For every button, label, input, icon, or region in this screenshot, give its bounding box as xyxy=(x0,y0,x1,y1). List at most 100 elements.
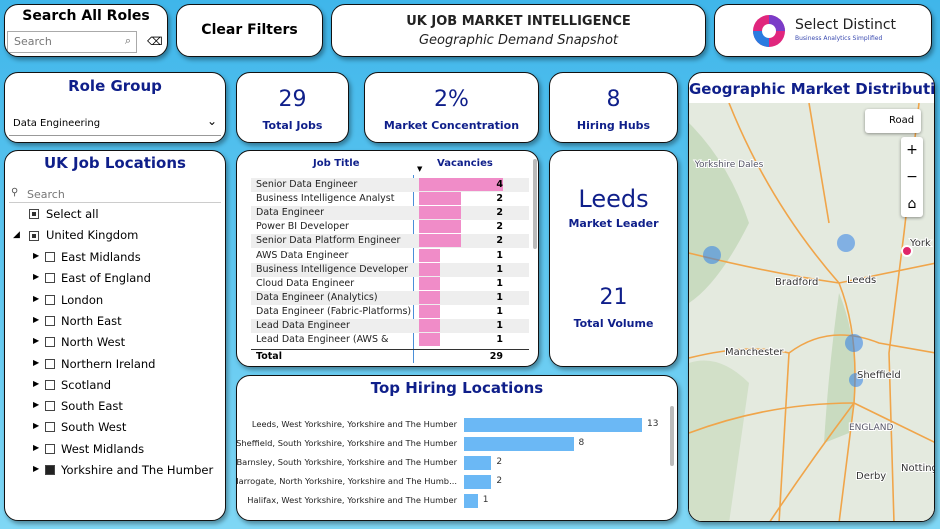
checkbox[interactable] xyxy=(45,252,55,262)
search-box[interactable]: Search ⌕ xyxy=(7,31,137,53)
location-value: 1 xyxy=(482,495,489,505)
expand-arrow[interactable]: ▶ xyxy=(33,464,40,473)
location-label: Sheffield, South Yorkshire, Yorkshire an… xyxy=(236,438,457,448)
kpi-card: 8 Hiring Hubs xyxy=(549,72,678,143)
checkbox-partial[interactable] xyxy=(29,209,39,219)
job-title[interactable]: Power BI Developer xyxy=(256,221,349,233)
checkbox-partial[interactable] xyxy=(29,231,39,241)
row-stripe xyxy=(251,262,529,277)
kpi-value: 2% xyxy=(434,87,469,112)
expand-arrow[interactable]: ▶ xyxy=(33,400,40,410)
job-title[interactable]: Business Intelligence Analyst xyxy=(256,193,395,205)
vacancy-value: 1 xyxy=(496,249,503,261)
locations-panel: UK Job Locations ⚲ Search Select all ◢ U… xyxy=(4,150,226,521)
vacancy-value: 1 xyxy=(496,277,503,289)
place-label: Bradford xyxy=(775,277,818,288)
checkbox[interactable] xyxy=(45,273,55,284)
select-all[interactable]: Select all xyxy=(46,207,99,221)
country[interactable]: United Kingdom xyxy=(46,228,139,242)
checkbox[interactable] xyxy=(45,401,55,412)
expand-arrow[interactable]: ▶ xyxy=(33,442,40,452)
job-title[interactable]: Business Intelligence Developer xyxy=(256,263,409,275)
expand-arrow[interactable]: ▶ xyxy=(33,336,40,346)
expand-arrow[interactable]: ◢ xyxy=(13,230,20,240)
checkbox[interactable] xyxy=(45,465,55,475)
location-value: 2 xyxy=(496,457,503,467)
job-title[interactable]: Cloud Data Engineer xyxy=(256,277,355,289)
job-title[interactable]: Senior Data Engineer xyxy=(256,179,358,190)
expand-arrow[interactable]: ▶ xyxy=(33,314,40,324)
search-placeholder: Search xyxy=(14,35,52,48)
region[interactable]: East Midlands xyxy=(61,250,141,264)
job-title[interactable]: Data Engineer (Analytics) xyxy=(256,291,378,303)
job-title[interactable]: AWS Data Engineer xyxy=(256,249,349,261)
scrollbar[interactable] xyxy=(670,406,674,466)
job-title[interactable]: Data Engineer (Fabric-Platforms) xyxy=(256,305,412,317)
vacancy-value: 2 xyxy=(496,235,503,247)
zoom-controls[interactable]: + − ⌂ xyxy=(901,137,923,217)
map[interactable]: MiddlesbroughYorkshire DalesYorkLeedsBra… xyxy=(689,103,935,522)
place-label: Sheffield xyxy=(857,370,901,381)
job-title[interactable]: Lead Data Engineer xyxy=(256,320,350,331)
expand-arrow[interactable]: ▶ xyxy=(33,378,40,388)
expand-arrow[interactable]: ▶ xyxy=(33,421,40,431)
road-label: Road xyxy=(889,115,915,126)
job-title[interactable]: Data Engineer xyxy=(256,207,325,219)
search-icon: ⚲ xyxy=(11,187,19,198)
region[interactable]: Scotland xyxy=(61,377,111,392)
checkbox[interactable] xyxy=(45,379,55,390)
vacancy-bar xyxy=(419,178,503,191)
region[interactable]: London xyxy=(61,292,104,307)
expand-arrow[interactable]: ▶ xyxy=(33,357,40,367)
location-bar[interactable] xyxy=(464,418,642,432)
sort-arrow[interactable]: ▼ xyxy=(417,165,423,173)
title-panel: UK JOB MARKET INTELLIGENCE Geographic De… xyxy=(331,4,706,57)
place-label: Nottingham xyxy=(901,463,935,474)
vacancy-value: 4 xyxy=(496,179,503,190)
region[interactable]: East of England xyxy=(61,271,151,286)
region[interactable]: North East xyxy=(61,313,122,328)
checkbox[interactable] xyxy=(45,443,55,454)
role-dropdown[interactable]: Data Engineering ⌄ xyxy=(9,113,221,136)
checkbox[interactable] xyxy=(45,422,55,433)
vacancy-bar xyxy=(419,234,461,248)
job-title[interactable]: Senior Data Platform Engineer xyxy=(256,235,401,247)
checkbox[interactable] xyxy=(45,337,55,348)
job-title[interactable]: Lead Data Engineer (AWS & xyxy=(256,334,389,346)
role-group-title: Role Group xyxy=(68,77,162,95)
vacancy-value: 2 xyxy=(496,193,503,205)
location-bar[interactable] xyxy=(464,437,574,451)
vacancy-bar xyxy=(419,262,440,276)
checkbox[interactable] xyxy=(45,294,55,305)
search-icon: ⌕ xyxy=(124,34,131,47)
total-value: 29 xyxy=(489,351,503,362)
expand-arrow[interactable]: ▶ xyxy=(33,251,40,260)
region[interactable]: South East xyxy=(61,399,123,414)
volume-value: 21 xyxy=(599,285,628,310)
road-button[interactable]: Road xyxy=(865,109,921,133)
leader-card: Leeds Market Leader 21 Total Volume xyxy=(549,150,678,367)
region[interactable]: South West xyxy=(61,420,127,435)
region[interactable]: North West xyxy=(61,335,126,350)
vacancy-value: 2 xyxy=(496,221,503,233)
location-bar[interactable] xyxy=(464,456,492,470)
location-bar[interactable] xyxy=(464,475,492,489)
total-label: Total xyxy=(256,351,282,362)
eraser-icon[interactable]: ⌫ xyxy=(147,35,163,48)
location-bar[interactable] xyxy=(464,494,478,508)
vacancy-value: 1 xyxy=(496,263,503,275)
column-header[interactable]: Job Title xyxy=(313,158,360,169)
region[interactable]: Yorkshire and The Humber xyxy=(61,463,214,477)
top-locations-title: Top Hiring Locations xyxy=(370,379,544,397)
checkbox[interactable] xyxy=(45,315,55,326)
expand-arrow[interactable]: ▶ xyxy=(33,293,40,303)
column-header[interactable]: Vacancies xyxy=(437,158,493,169)
scrollbar[interactable] xyxy=(533,159,537,249)
location-label: Leeds, West Yorkshire, Yorkshire and The… xyxy=(251,419,457,429)
region[interactable]: West Midlands xyxy=(61,441,145,456)
expand-arrow[interactable]: ▶ xyxy=(33,272,40,282)
clear-button[interactable]: Clear Filters xyxy=(176,4,323,57)
locations-search[interactable]: ⚲ Search xyxy=(9,187,221,203)
checkbox[interactable] xyxy=(45,358,55,369)
region[interactable]: Northern Ireland xyxy=(61,356,156,371)
